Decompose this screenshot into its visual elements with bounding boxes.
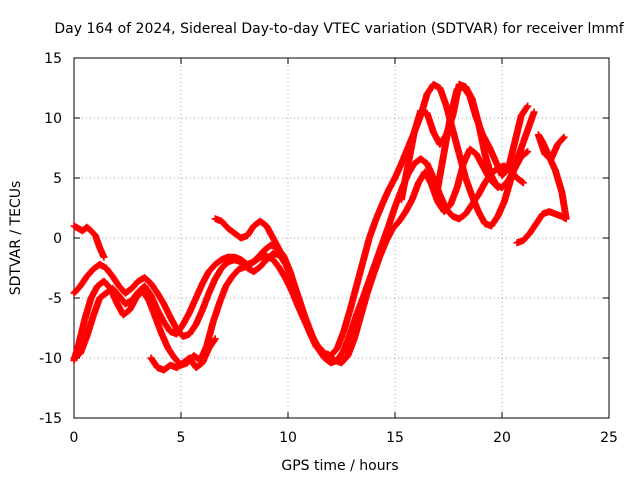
data-point [210,336,218,344]
series-track-c [70,145,532,369]
data-point [524,102,532,110]
data-point [560,133,568,141]
axis-ticks: 0 5 10 15 20 25 -15 -10 -5 0 5 10 15 [39,51,618,446]
y-tick-label: 15 [44,51,62,67]
data-point [211,335,219,343]
grid-lines [74,58,609,418]
data-point [100,253,108,261]
y-tick-label: -15 [39,411,62,427]
y-axis-label: SDTVAR / TECUs [8,181,24,296]
data-point [523,103,531,111]
x-tick-label: 10 [279,430,297,446]
series-track-h [434,83,532,192]
series-track-d [70,222,108,261]
data-point [519,179,527,187]
data-point [494,184,502,192]
x-tick-label: 20 [493,430,511,446]
y-tick-label: 0 [53,231,62,247]
y-tick-label: 5 [53,171,62,187]
series-track-i [513,131,570,247]
data-point [524,148,532,156]
x-tick-label: 0 [70,430,79,446]
series-track-f [211,215,283,254]
y-tick-label: 10 [44,111,62,127]
data-point [530,108,538,116]
data-series [70,80,570,374]
data-point [559,134,567,142]
data-point [275,246,283,254]
y-tick-label: -10 [39,351,62,367]
x-tick-label: 15 [386,430,404,446]
x-tick-label: 5 [177,430,186,446]
x-tick-label: 25 [600,430,618,446]
series-track-e [147,335,219,374]
chart-title: Day 164 of 2024, Sidereal Day-to-day VTE… [54,21,624,37]
x-axis-label: GPS time / hours [281,458,398,474]
y-tick-label: -5 [48,291,62,307]
